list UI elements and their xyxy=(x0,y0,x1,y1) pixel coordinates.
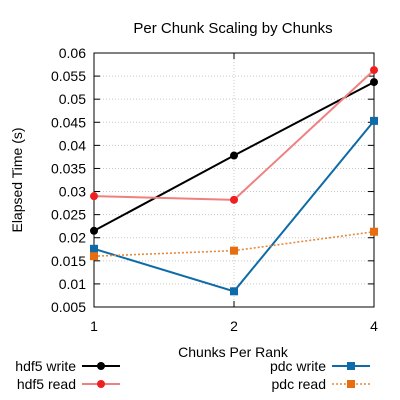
x-tick-label: 1 xyxy=(90,318,98,334)
data-point xyxy=(370,78,378,87)
legend-marker xyxy=(97,380,105,388)
x-axis-label: Chunks Per Rank xyxy=(178,344,289,360)
data-point xyxy=(90,192,98,201)
legend-entry: pdc read xyxy=(272,376,370,392)
y-tick-label: 0.015 xyxy=(51,253,86,269)
y-axis-ticks: 0.005 0.01 0.015 0.02 0.025 0.03 0.035 0.04 0.04… xyxy=(51,45,374,315)
y-tick-label: 0.05 xyxy=(59,91,86,107)
data-point xyxy=(230,195,238,204)
series-pdc-read xyxy=(90,227,378,261)
legend-label: pdc write xyxy=(270,358,326,374)
chart-title: Per Chunk Scaling by Chunks xyxy=(133,20,332,37)
data-point xyxy=(370,66,378,75)
y-tick-label: 0.035 xyxy=(51,160,86,176)
y-tick-label: 0.03 xyxy=(59,184,86,200)
legend-label: hdf5 write xyxy=(15,358,76,374)
data-point xyxy=(90,252,98,261)
series-hdf5-write xyxy=(90,78,378,235)
y-tick-label: 0.01 xyxy=(59,276,86,292)
data-point xyxy=(90,226,98,235)
legend: hdf5 write hdf5 read pdc write pdc read xyxy=(15,358,370,392)
legend-entry: hdf5 read xyxy=(17,376,120,392)
grid-lines xyxy=(94,53,374,307)
data-point xyxy=(370,227,378,236)
legend-marker xyxy=(97,362,105,370)
legend-marker xyxy=(347,380,355,388)
data-point xyxy=(370,116,378,125)
legend-label: hdf5 read xyxy=(17,376,76,392)
data-point xyxy=(230,287,238,296)
data-point xyxy=(90,244,98,253)
y-tick-label: 0.055 xyxy=(51,68,86,84)
series-group xyxy=(90,66,378,296)
data-point xyxy=(230,246,238,255)
y-tick-label: 0.02 xyxy=(59,230,86,246)
x-axis-ticks: 1 2 4 xyxy=(90,53,378,334)
y-tick-label: 0.025 xyxy=(51,207,86,223)
series-hdf5-read xyxy=(90,66,378,204)
legend-entry: hdf5 write xyxy=(15,358,120,374)
x-tick-label: 4 xyxy=(370,318,378,334)
series-pdc-write xyxy=(90,116,378,296)
y-axis-label: Elapsed Time (s) xyxy=(9,127,25,232)
y-tick-label: 0.06 xyxy=(59,45,86,61)
legend-label: pdc read xyxy=(272,376,326,392)
data-point xyxy=(230,151,238,160)
y-tick-label: 0.005 xyxy=(51,299,86,315)
legend-marker xyxy=(347,362,355,370)
y-tick-label: 0.045 xyxy=(51,114,86,130)
x-tick-label: 2 xyxy=(230,318,238,334)
legend-entry: pdc write xyxy=(270,358,370,374)
y-tick-label: 0.04 xyxy=(59,137,86,153)
